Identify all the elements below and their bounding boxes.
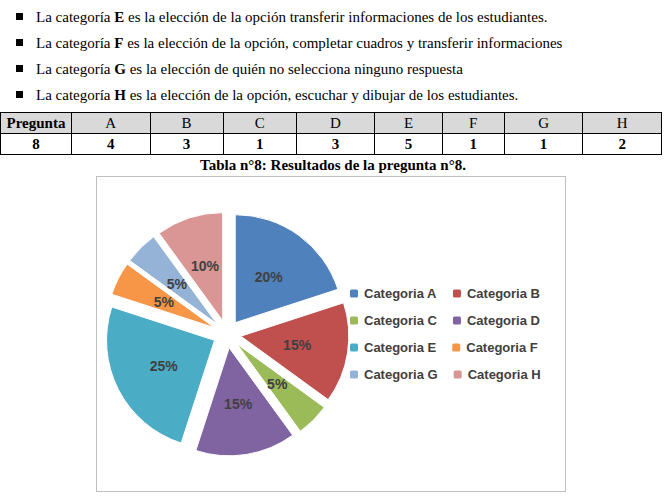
html-text:E: E <box>404 114 414 131</box>
svg-text:15%: 15% <box>224 396 253 412</box>
svg-text:10%: 10% <box>191 258 220 274</box>
svg-text:Categoria A: Categoria A <box>364 286 437 301</box>
html-text:Tabla n°8: Resultados de la pr: Tabla n°8: Resultados de la pregunta n°8… <box>200 157 466 173</box>
html-text:D: D <box>330 114 341 131</box>
html-text:La categoría G es la elección: La categoría G es la elección de quién n… <box>36 61 463 77</box>
html-text:La categoría F es la elección: La categoría F es la elección de la opci… <box>36 35 563 51</box>
html-text:A: A <box>105 114 117 131</box>
svg-text:Categoria H: Categoria H <box>468 367 541 382</box>
html-text:1: 1 <box>469 135 477 152</box>
html-text:3: 3 <box>331 135 340 152</box>
svg-text:5%: 5% <box>167 276 188 292</box>
html-text:La categoría E es la elección: La categoría E es la elección de la opci… <box>36 9 548 25</box>
html-text:Pregunta: Pregunta <box>6 114 66 131</box>
svg-text:20%: 20% <box>255 269 284 285</box>
svg-text:Categoria E: Categoria E <box>364 340 437 355</box>
svg-text:Categoria C: Categoria C <box>364 313 438 328</box>
svg-text:Categoria F: Categoria F <box>466 340 538 355</box>
html-text:H: H <box>616 114 628 131</box>
html-text:3: 3 <box>182 135 191 152</box>
html-text:8: 8 <box>32 135 40 152</box>
html-text:B: B <box>181 114 192 131</box>
svg-text:15%: 15% <box>283 337 312 353</box>
html-text:2: 2 <box>618 135 626 152</box>
html-text:1: 1 <box>255 135 264 152</box>
html-text:1: 1 <box>539 135 548 152</box>
svg-text:Categoria G: Categoria G <box>364 367 438 382</box>
svg-text:Categoria B: Categoria B <box>467 286 540 301</box>
svg-text:5%: 5% <box>267 376 288 392</box>
svg-text:5%: 5% <box>154 294 175 310</box>
html-text:F: F <box>469 114 478 131</box>
html-text:C: C <box>254 114 265 131</box>
html-text:G: G <box>538 114 549 131</box>
html-text:4: 4 <box>107 135 115 152</box>
svg-text:25%: 25% <box>150 358 179 374</box>
html-text:La categoría H es la elección: La categoría H es la elección de la opci… <box>36 87 519 103</box>
svg-text:Categoria D: Categoria D <box>467 313 540 328</box>
html-text:5: 5 <box>404 135 413 152</box>
